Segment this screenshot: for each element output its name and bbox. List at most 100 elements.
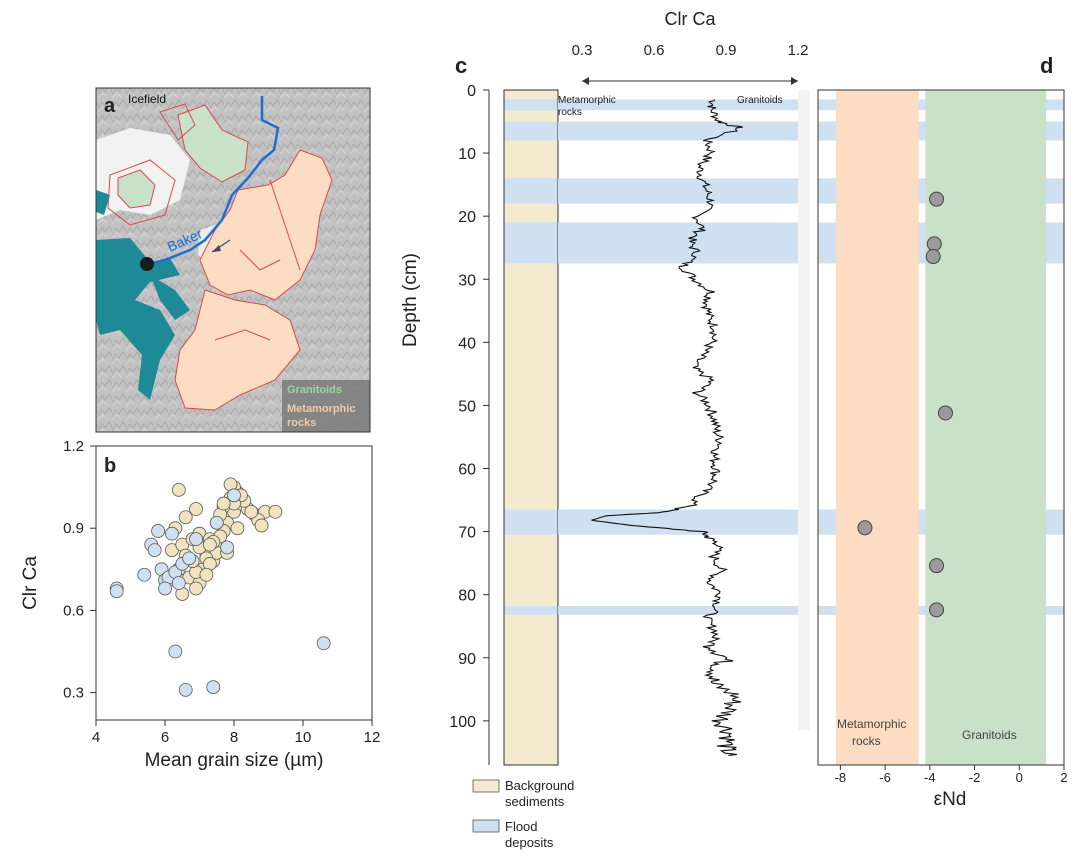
profile-flood-band [558,121,798,141]
end-sample-point [926,236,942,252]
panel-b-x-axis: 4 6 8 10 12 [92,720,380,746]
panel-letter-a: a [104,95,116,117]
b-ytick-label: 0.9 [63,520,84,537]
river-baker [151,96,280,266]
c-ytick-label: 10 [458,146,476,163]
d-xtick-label: -6 [879,770,891,785]
b-point [182,551,197,566]
map-legend-box [282,380,370,432]
profile-annotation-rocks: rocks [558,107,582,118]
b-point [178,510,193,525]
b-point [189,581,203,596]
map-legend-granitoids: Granitoids [287,384,342,396]
legend-background-l1: Background [505,778,574,793]
c-ytick-label: 100 [449,714,476,731]
d-xtick-label: -2 [969,770,981,785]
panel-c-ylabel: Depth (cm) [400,253,421,347]
metamorphic-area [199,149,333,301]
b-point [244,504,259,519]
b-point [178,682,193,697]
profile-annotation-metamorphic: Metamorphic [558,95,616,106]
b-ytick-label: 0.6 [63,602,84,619]
b-point [168,644,183,659]
end-sample-point [925,249,941,265]
flood-bands [558,99,798,615]
granitoid-area [117,169,156,209]
legend-flood-l2: deposits [505,835,554,850]
b-point [158,581,172,596]
c-ytick-label: 40 [458,335,476,352]
c-ytick-label: 90 [458,651,476,668]
b-point [199,567,214,582]
b-point [230,521,245,536]
panel-d-xlabel: εNd [934,789,967,810]
profile-shadow-strip [798,90,810,730]
c-ytick-label: 20 [458,209,476,226]
b-point [109,584,124,599]
catchment-outline [239,249,281,271]
d-xtick-label: 0 [1016,770,1023,785]
legend-swatch-flood [472,819,500,833]
catchment-outline [269,179,301,271]
d-xtick-label: -8 [835,770,847,785]
b-xtick-label: 6 [161,729,169,746]
end-sample-point [929,558,945,574]
c-xtick-label: 1.2 [788,42,809,59]
icefield-label: Icefield [128,92,166,106]
c-ytick-label: 30 [458,272,476,289]
b-ytick-label: 0.3 [63,685,84,702]
field-label-rocks: rocks [852,734,881,748]
map-lake [150,275,190,320]
profile-flood-band [558,99,798,111]
profile-annotation-granitoids: Granitoids [737,95,783,106]
catchment-outline [107,159,176,226]
b-point [216,496,231,511]
c-ytick-label: 50 [458,398,476,415]
field-label-metamorphic: Metamorphic [837,717,906,731]
map-lake [96,190,110,215]
c-ytick-label: 60 [458,462,476,479]
panel-c-depth-axis: 0 10 20 30 40 50 60 70 80 90 100 [449,83,489,731]
core-flood-layer [504,178,558,204]
profile-flood-band [558,509,798,535]
b-point [206,680,221,695]
b-point [189,532,203,547]
core-flood-layer [504,121,558,141]
map-legend-metamorphic: Metamorphic [287,403,355,415]
layer-legend: Background sediments Flood deposits [472,778,574,850]
metamorphic-field [835,90,919,765]
granitoid-field [925,90,1047,765]
core-column [504,90,558,765]
core-column-frame [503,89,559,766]
flow-arrow-head [212,245,221,252]
b-point [316,636,331,651]
core-flood-layer [504,606,558,615]
panel-letter-b: b [104,455,116,477]
b-point [209,515,224,530]
panel-d-x-axis: -8 -6 -4 -2 0 2 [835,765,1068,785]
end-sample-point [929,602,945,618]
catchment-outline [214,329,271,341]
d-xtick-label: -4 [924,770,936,785]
profile-flood-band [558,606,798,615]
c-ytick-label: 0 [467,83,476,100]
panel-d-content [818,90,1064,765]
panel-c-profile: c Clr Ca 0.3 0.6 0.9 1.2 0 10 20 30 40 50 60 70 80 9… [400,9,810,766]
b-point [137,567,152,582]
field-label-granitoids: Granitoids [962,728,1017,742]
b-point [220,540,235,555]
legend-background-l2: sediments [505,794,565,809]
b-point [171,576,186,590]
b-point [151,524,166,538]
map-frame [95,87,371,433]
legend-flood-l1: Flood [505,819,538,834]
profile-flood-band [558,178,798,204]
b-point [202,537,217,552]
b-point [189,502,203,516]
panel-b-points [109,477,331,697]
core-flood-layer [504,99,558,111]
b-xtick-label: 4 [92,729,100,746]
panel-letter-c: c [455,53,467,78]
c-xtick-label: 0.3 [572,42,593,59]
